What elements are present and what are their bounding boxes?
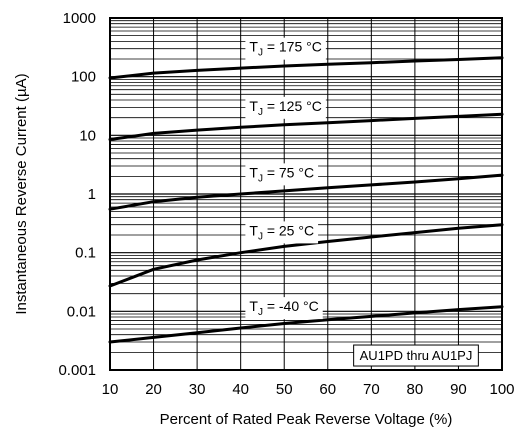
series-label-text: TJ = 25 °C xyxy=(249,222,314,242)
y-tick-label: 0.01 xyxy=(67,303,96,320)
series-label-rest: = 125 °C xyxy=(263,98,322,114)
series-label-0: TJ = 175 °C xyxy=(245,37,326,60)
series-label-subscript: J xyxy=(258,231,263,242)
series-label-text: TJ = 125 °C xyxy=(249,98,321,118)
series-label-text: TJ = 175 °C xyxy=(249,39,321,59)
series-label-main: T xyxy=(249,164,258,180)
x-tick-label: 70 xyxy=(363,381,380,398)
x-tick-label: 50 xyxy=(276,381,293,398)
series-line-0 xyxy=(108,56,504,80)
x-axis-label: Percent of Rated Peak Reverse Voltage (%… xyxy=(160,411,453,428)
series-label-text: TJ = 75 °C xyxy=(249,164,314,184)
series-labels: TJ = 175 °CTJ = 125 °CTJ = 75 °CTJ = 25 … xyxy=(245,37,326,320)
x-tick-label: 90 xyxy=(450,381,467,398)
x-tick-label: 30 xyxy=(189,381,206,398)
series-label-4: TJ = -40 °C xyxy=(245,297,323,320)
series-line-2 xyxy=(108,173,504,211)
series-label-rest: = 25 °C xyxy=(263,222,314,238)
y-tick-labels: 0.001 0.01 0.1 1 10 100 1000 xyxy=(58,10,96,379)
series-label-rest: = -40 °C xyxy=(263,298,319,314)
series-label-3: TJ = 25 °C xyxy=(245,221,319,244)
y-tick-label: 10 xyxy=(79,127,96,144)
x-tick-label: 20 xyxy=(145,381,162,398)
series-label-main: T xyxy=(249,39,258,55)
series-label-text: TJ = -40 °C xyxy=(249,298,318,318)
series-label-subscript: J xyxy=(258,173,263,184)
series-label-subscript: J xyxy=(258,307,263,318)
series-label-background xyxy=(245,221,319,244)
series-label-background xyxy=(245,96,326,119)
series-label-subscript: J xyxy=(258,107,263,118)
series-label-2: TJ = 75 °C xyxy=(245,163,319,186)
series-line-4 xyxy=(108,305,504,344)
grid xyxy=(110,18,502,370)
series-label-main: T xyxy=(249,98,258,114)
x-tick-label: 80 xyxy=(407,381,424,398)
y-axis-label: Instantaneous Reverse Current (µA) xyxy=(13,73,30,314)
series-line-1 xyxy=(108,112,504,141)
series-label-background xyxy=(245,163,319,186)
x-tick-label: 60 xyxy=(319,381,336,398)
plot-frame xyxy=(109,17,503,371)
series-line-3 xyxy=(108,223,504,288)
x-tick-labels: 10 20 30 40 50 60 70 80 90 100 xyxy=(102,381,515,398)
series-label-main: T xyxy=(249,298,258,314)
x-tick-label: 100 xyxy=(489,381,514,398)
series-label-subscript: J xyxy=(258,48,263,59)
y-tick-label: 100 xyxy=(71,69,96,86)
x-tick-label: 40 xyxy=(232,381,249,398)
curves xyxy=(108,56,504,344)
series-label-background xyxy=(245,37,326,60)
y-tick-label: 1 xyxy=(88,186,96,203)
y-tick-label: 0.001 xyxy=(58,362,96,379)
series-label-main: T xyxy=(249,222,258,238)
series-label-rest: = 75 °C xyxy=(263,164,314,180)
y-tick-label: 1000 xyxy=(63,10,96,27)
series-label-rest: = 175 °C xyxy=(263,39,322,55)
series-label-background xyxy=(245,297,323,320)
series-label-1: TJ = 125 °C xyxy=(245,96,326,119)
x-tick-label: 10 xyxy=(102,381,119,398)
device-annotation-box: AU1PD thru AU1PJ xyxy=(353,344,479,367)
y-tick-label: 0.1 xyxy=(75,245,96,262)
device-annotation: AU1PD thru AU1PJ xyxy=(360,348,473,363)
